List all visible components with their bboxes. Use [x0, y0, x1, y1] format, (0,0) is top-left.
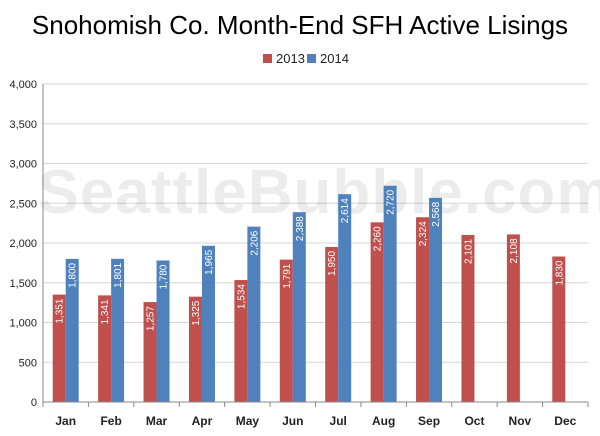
data-label: 1,950 — [327, 251, 338, 276]
y-tick-label: 2,000 — [9, 238, 37, 250]
data-label: 1,965 — [204, 249, 215, 274]
y-tick-label: 1,500 — [9, 278, 37, 290]
bar-2013-dec — [552, 256, 566, 402]
data-label: 2,388 — [295, 216, 306, 241]
data-label: 2,101 — [463, 239, 474, 264]
chart-legend: 2013 2014 — [263, 51, 349, 66]
x-tick-label: Jun — [282, 414, 303, 428]
x-tick-label: Mar — [146, 414, 168, 428]
data-label: 1,341 — [100, 299, 111, 324]
x-tick-label: Jul — [330, 414, 347, 428]
bar-2014-jan — [65, 258, 79, 402]
gridlines — [43, 83, 588, 403]
bar-2013-apr — [188, 296, 202, 402]
bar-2013-jul — [325, 246, 339, 402]
data-label: 2,568 — [431, 201, 442, 226]
chart-title: Snohomish Co. Month-End SFH Active Lisin… — [32, 10, 568, 40]
data-label: 1,791 — [282, 263, 293, 288]
bar-2014-apr — [201, 245, 215, 402]
data-label: 1,801 — [113, 262, 124, 287]
bar-2013-jun — [279, 259, 293, 402]
bar-2014-feb — [111, 258, 125, 402]
x-tick-label: Feb — [100, 414, 121, 428]
data-label: 2,260 — [373, 226, 384, 251]
bar-2014-jun — [292, 212, 306, 402]
data-label: 1,257 — [146, 306, 157, 331]
y-tick-label: 0 — [31, 397, 37, 409]
bar-2013-nov — [506, 234, 520, 402]
x-axis: Jan Feb Mar Apr May Jun Jul Aug Sep Oct Nov Dec — [42, 401, 589, 428]
bar-2013-mar — [143, 302, 157, 402]
data-label: 2,108 — [509, 238, 520, 263]
bar-2014-sep — [429, 197, 443, 402]
x-tick-label: Apr — [192, 414, 213, 428]
legend-label-2013: 2013 — [276, 51, 305, 66]
bar-2013-sep — [416, 217, 430, 402]
x-tick-label: Jan — [55, 414, 76, 428]
bar-2014-jul — [338, 194, 352, 402]
bar-2014-mar — [156, 260, 170, 402]
y-tick-label: 3,500 — [9, 119, 37, 131]
data-label: 1,780 — [159, 264, 170, 289]
data-label: 1,830 — [554, 260, 565, 285]
x-tick-label: Nov — [509, 414, 532, 428]
y-tick-label: 3,000 — [9, 159, 37, 171]
x-tick-label: Oct — [464, 414, 484, 428]
bar-2013-aug — [370, 222, 384, 402]
legend-label-2014: 2014 — [320, 51, 349, 66]
data-label: 2,324 — [418, 221, 429, 246]
legend-swatch-2013 — [263, 54, 272, 63]
bar-2013-feb — [98, 295, 112, 402]
y-tick-label: 1,000 — [9, 318, 37, 330]
bar-2014-aug — [383, 185, 397, 402]
data-label: 1,800 — [68, 262, 79, 287]
data-label: 2,206 — [249, 230, 260, 255]
watermark: SeattleBubble.com — [37, 158, 600, 227]
data-label: 1,534 — [236, 284, 247, 309]
x-tick-label: May — [236, 414, 260, 428]
y-tick-label: 4,000 — [9, 79, 37, 91]
y-axis: 0 500 1,000 1,500 2,000 2,500 3,000 3,500 4,000 — [9, 79, 44, 409]
data-label: 1,351 — [55, 298, 66, 323]
y-tick-label: 500 — [19, 357, 37, 369]
bar-2013-oct — [461, 234, 475, 402]
x-tick-label: Dec — [554, 414, 576, 428]
x-tick-label: Aug — [372, 414, 395, 428]
data-label: 2,614 — [340, 198, 351, 223]
bar-2013-jan — [52, 294, 66, 402]
legend-swatch-2014 — [307, 54, 316, 63]
bar-2014-may — [247, 226, 261, 402]
x-tick-label: Sep — [418, 414, 440, 428]
bar-2013-may — [234, 280, 248, 402]
y-tick-label: 2,500 — [9, 198, 37, 210]
data-label: 1,325 — [191, 300, 202, 325]
data-label: 2,720 — [386, 189, 397, 214]
